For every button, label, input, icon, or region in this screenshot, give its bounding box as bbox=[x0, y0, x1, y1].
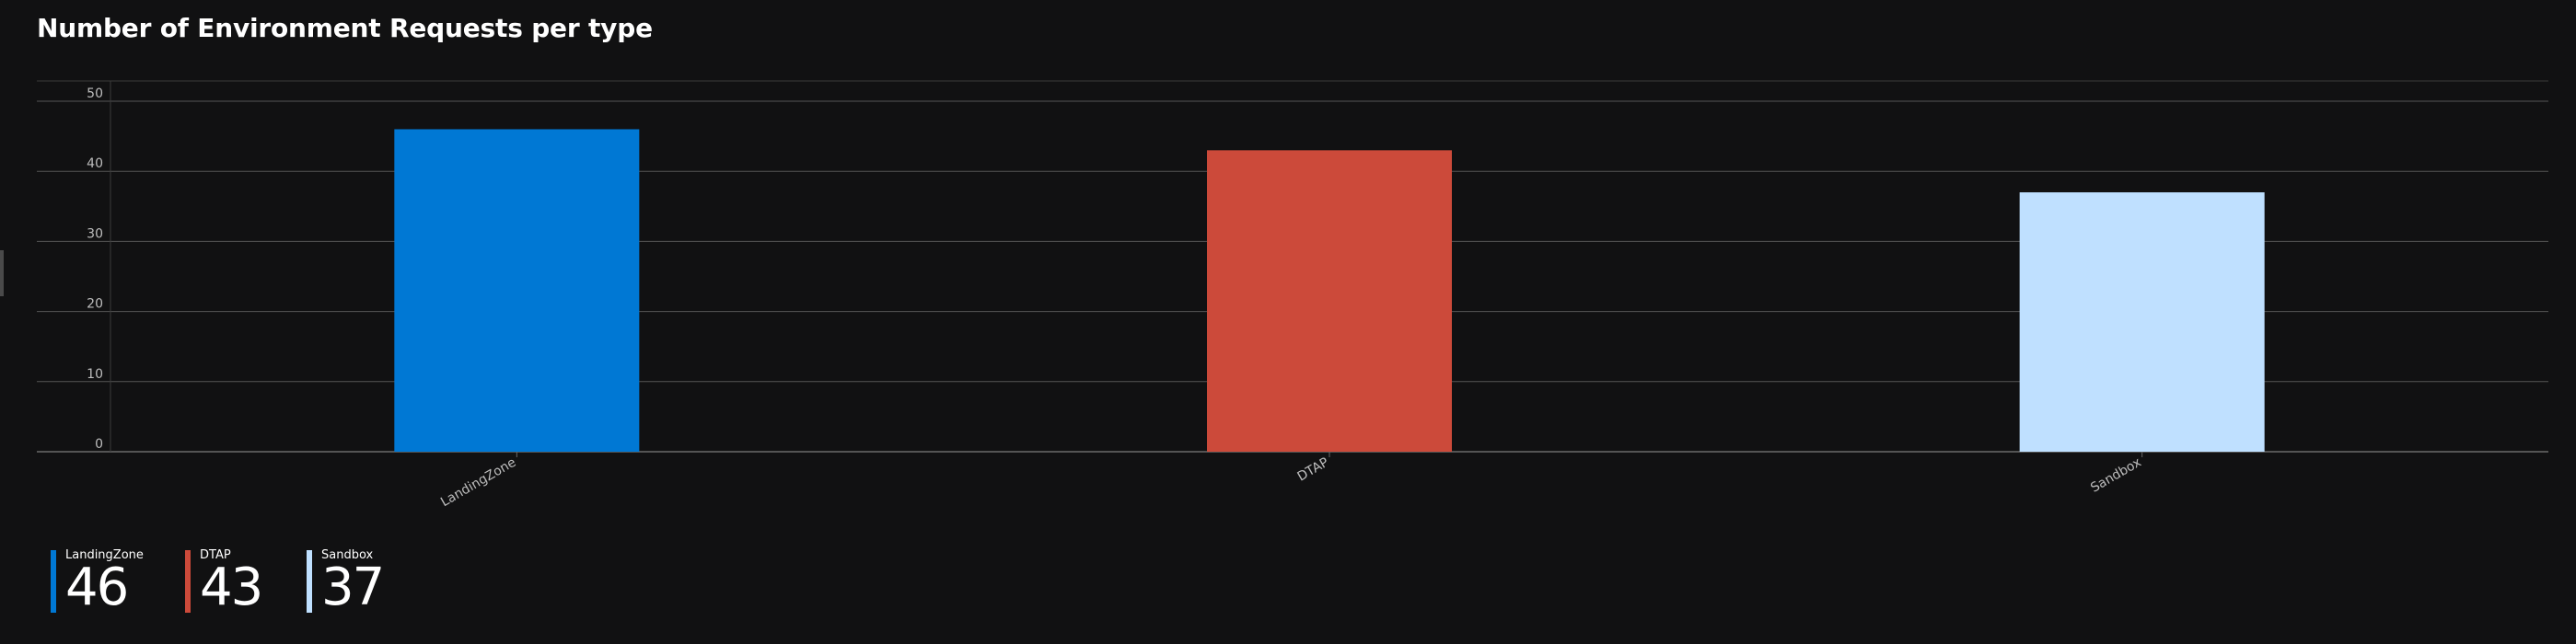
legend: LandingZone 46 DTAP 43 Sandbox 37 bbox=[51, 548, 432, 617]
legend-label: LandingZone bbox=[65, 548, 144, 562]
y-tick-label: 40 bbox=[87, 156, 103, 171]
bar-sandbox bbox=[2019, 192, 2265, 452]
legend-color-swatch bbox=[185, 550, 191, 613]
x-tick-label: LandingZone bbox=[438, 455, 518, 511]
legend-color-swatch bbox=[51, 550, 56, 613]
y-tick-label: 20 bbox=[87, 297, 103, 312]
y-tick-label: 10 bbox=[87, 367, 103, 382]
legend-item-sandbox: Sandbox 37 bbox=[307, 548, 432, 617]
bar-chart: 0 10 20 30 40 50 LandingZone DTAP Sandbox bbox=[37, 80, 2548, 511]
x-tick-label: Sandbox bbox=[2088, 455, 2143, 496]
bar-landingzone bbox=[394, 129, 640, 453]
legend-value: 46 bbox=[65, 558, 129, 617]
legend-item-dtap: DTAP 43 bbox=[185, 548, 307, 617]
bar-dtap bbox=[1207, 150, 1452, 452]
y-tick-label: 0 bbox=[95, 437, 103, 452]
x-tick-label: DTAP bbox=[1295, 455, 1331, 485]
legend-color-swatch bbox=[307, 550, 312, 613]
legend-value: 43 bbox=[200, 558, 263, 617]
legend-item-landingzone: LandingZone 46 bbox=[51, 548, 185, 617]
chart-title: Number of Environment Requests per type bbox=[37, 13, 653, 43]
resize-handle[interactable] bbox=[0, 250, 4, 296]
legend-label: Sandbox bbox=[321, 548, 374, 562]
y-tick-label: 50 bbox=[87, 86, 103, 101]
legend-label: DTAP bbox=[200, 548, 231, 562]
y-tick-label: 30 bbox=[87, 226, 103, 241]
legend-value: 37 bbox=[321, 558, 385, 617]
